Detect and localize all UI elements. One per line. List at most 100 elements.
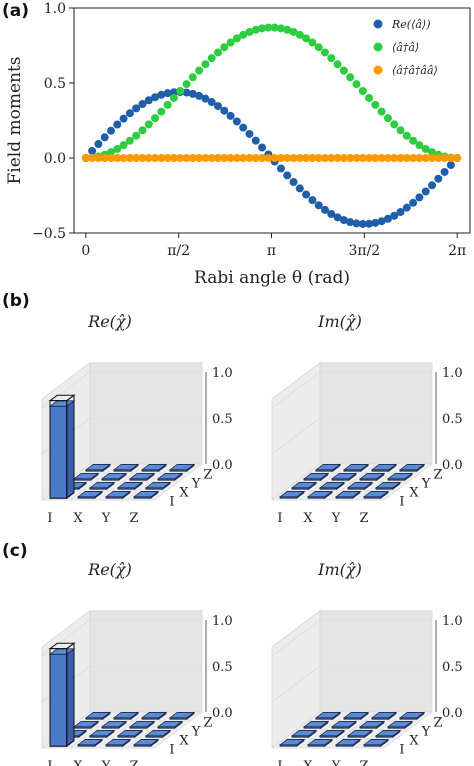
z-tick-label: 1.0 [212,614,233,629]
bar-top [88,730,116,737]
data-point [383,214,392,223]
data-point [415,141,424,150]
data-point [339,154,348,162]
data-point [415,193,424,202]
bar-top [88,482,116,489]
data-point [94,154,103,162]
data-point [390,211,399,220]
bar-top [104,739,132,746]
bar-top [358,721,386,728]
bar-top [290,482,318,489]
data-point [409,198,418,207]
bar-top [156,721,184,728]
bar-top [278,739,306,746]
bar-top [76,491,104,498]
bar-top [314,464,342,471]
data-point [144,96,153,105]
y-tick-label: 0.0 [44,151,66,167]
bar-top [362,739,390,746]
data-point [276,24,285,33]
bar-top [168,712,196,719]
data-point [421,144,430,153]
x-tick-label: π [267,243,276,259]
bar-top [370,464,398,471]
data-point [220,43,229,52]
row-label: Z [359,511,368,526]
data-point [264,154,273,162]
data-point [258,24,267,33]
data-point [390,120,399,129]
bar-top [72,473,100,480]
bar-top [358,473,386,480]
z-tick-label: 0.5 [442,412,463,427]
data-point [333,213,342,222]
depth-label: Y [421,477,431,492]
data-point [201,154,210,162]
data-point [81,154,90,162]
data-point [182,80,191,89]
data-point [396,126,405,135]
data-point [270,154,279,162]
data-point [138,126,147,135]
data-point [365,93,374,102]
data-point [440,154,449,162]
z-tick-label: 0.5 [442,660,463,675]
bar-top [334,491,362,498]
data-point [283,25,292,34]
legend-marker [373,42,383,52]
data-point [327,154,336,162]
data-point [402,131,411,140]
data-point [308,154,317,162]
data-point [346,73,355,82]
data-point [195,154,204,162]
data-point [106,154,115,162]
bar-top [306,491,334,498]
data-point [270,23,279,32]
legend: Re(⟨â⟩) ⟨â†â⟩ ⟨â†â†ââ⟩ [373,18,438,77]
row-label: I [47,759,52,766]
bar-top [306,739,334,746]
bar3d-title: Im(χ̂) [317,312,362,331]
data-point [214,154,223,162]
row-label: X [73,759,83,766]
grid-line [355,711,405,749]
grid-line [125,463,175,501]
data-point [144,154,153,162]
bar-top [302,721,330,728]
data-point [132,104,141,113]
data-point [195,66,204,75]
data-point [226,154,235,162]
bar-top [318,482,346,489]
legend-entry: ⟨â†â⟩ [392,41,419,54]
depth-label: Y [191,725,201,740]
bar-top [334,739,362,746]
depth-label: Y [191,477,201,492]
x-tick-label: π/2 [167,243,190,259]
data-point [125,109,134,118]
ideal-bar-outline [48,394,76,402]
data-point [352,154,361,162]
bar-top [370,712,398,719]
data-point [258,154,267,162]
data-point [302,190,311,199]
data-point [239,30,248,39]
grid-line [271,463,321,501]
data-point [396,154,405,162]
pane [89,610,203,713]
panel-label-a: (a) [2,1,29,21]
data-point [182,154,191,162]
data-point [169,154,178,162]
row-label: Y [331,759,341,766]
data-point [434,174,443,183]
data-point [125,154,134,162]
data-point [119,154,128,162]
data-point [346,218,355,227]
z-tick-label: 1.0 [442,366,463,381]
data-point [358,219,367,228]
data-point [100,133,109,142]
data-point [94,140,103,149]
bar-top [386,473,414,480]
data-point [188,89,197,98]
